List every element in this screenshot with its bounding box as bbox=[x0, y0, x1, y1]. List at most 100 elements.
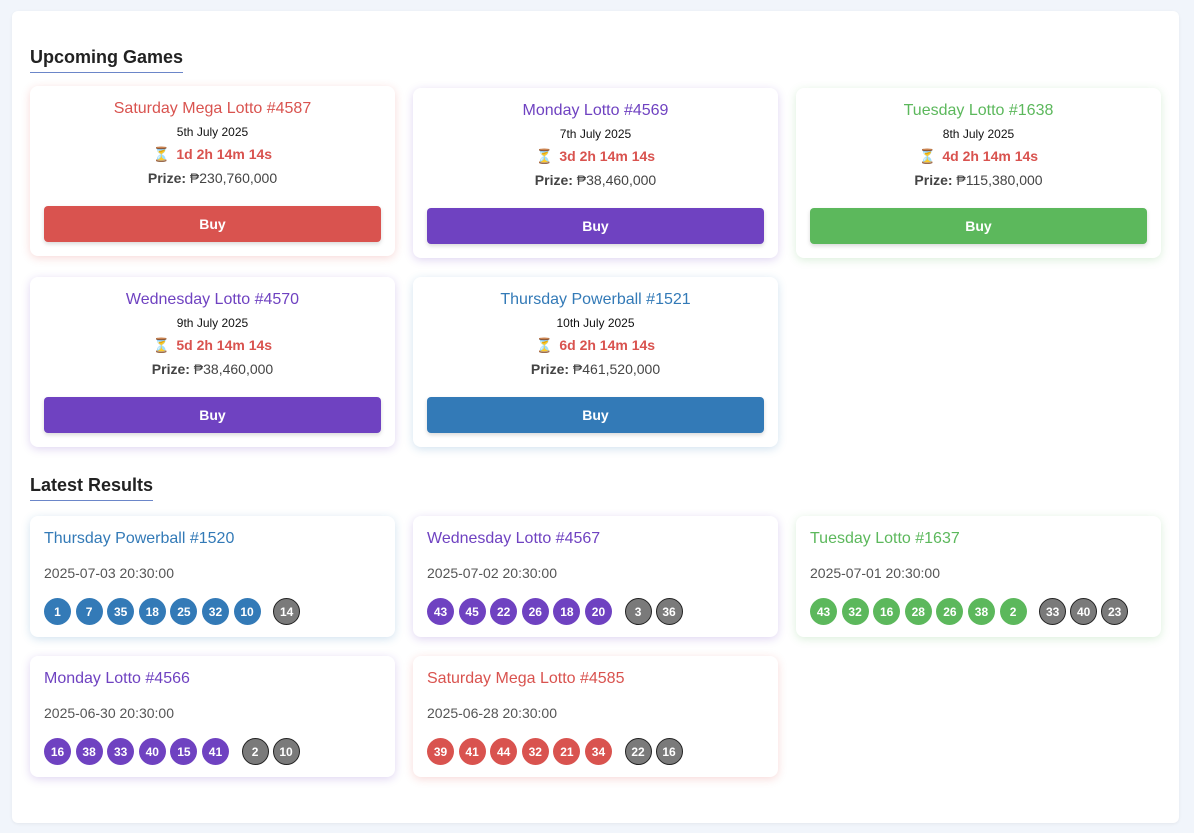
draw-date: 9th July 2025 bbox=[176, 316, 249, 330]
countdown-value: 6d 2h 14m 14s bbox=[559, 337, 656, 353]
winning-number-ball: 18 bbox=[138, 598, 166, 625]
main-panel: Upcoming Games Saturday Mega Lotto #4587… bbox=[12, 11, 1179, 823]
countdown: ⏳ 1d 2h 14m 14s bbox=[30, 145, 395, 163]
countdown: ⏳ 3d 2h 14m 14s bbox=[413, 147, 778, 165]
prize-label: Prize: bbox=[530, 361, 570, 377]
bonus-number-ball: 3 bbox=[624, 598, 652, 625]
prize: Prize: ₱461,520,000 bbox=[413, 360, 778, 378]
winning-number-ball: 44 bbox=[490, 738, 518, 765]
hourglass-icon: ⏳ bbox=[152, 337, 171, 353]
winning-number-ball: 20 bbox=[584, 598, 612, 625]
winning-number-ball: 41 bbox=[201, 738, 229, 765]
game-name: Saturday Mega Lotto #4587 bbox=[113, 100, 312, 117]
result-game-name: Saturday Mega Lotto #4585 bbox=[427, 670, 625, 687]
countdown: ⏳ 4d 2h 14m 14s bbox=[796, 147, 1161, 165]
winning-number-ball: 21 bbox=[553, 738, 581, 765]
prize: Prize: ₱115,380,000 bbox=[796, 171, 1161, 189]
draw-time: 2025-06-28 20:30:00 bbox=[427, 705, 557, 721]
countdown-value: 1d 2h 14m 14s bbox=[176, 146, 273, 162]
result-game-name: Tuesday Lotto #1637 bbox=[810, 530, 960, 547]
result-card: Tuesday Lotto #1637 2025-07-01 20:30:00 … bbox=[796, 516, 1161, 637]
draw-date: 8th July 2025 bbox=[942, 127, 1015, 141]
winning-number-ball: 1 bbox=[44, 598, 71, 625]
prize-label: Prize: bbox=[147, 170, 187, 186]
bonus-number-ball: 2 bbox=[241, 738, 269, 765]
prize: Prize: ₱38,460,000 bbox=[413, 171, 778, 189]
result-game-name: Wednesday Lotto #4567 bbox=[427, 530, 601, 547]
winning-number-ball: 35 bbox=[107, 598, 135, 625]
draw-date: 10th July 2025 bbox=[556, 316, 635, 330]
draw-time: 2025-07-01 20:30:00 bbox=[810, 565, 940, 581]
winning-number-ball: 25 bbox=[170, 598, 198, 625]
bonus-number-ball: 33 bbox=[1039, 598, 1067, 625]
bonus-number-ball: 22 bbox=[624, 738, 652, 765]
draw-time: 2025-07-02 20:30:00 bbox=[427, 565, 557, 581]
bonus-number-ball: 40 bbox=[1070, 598, 1098, 625]
prize-amount: ₱38,460,000 bbox=[193, 361, 274, 377]
result-game-name: Thursday Powerball #1520 bbox=[44, 530, 235, 547]
prize-amount: ₱38,460,000 bbox=[576, 172, 657, 188]
result-game-name: Monday Lotto #4566 bbox=[44, 670, 190, 687]
game-card: Tuesday Lotto #1638 8th July 2025 ⏳ 4d 2h… bbox=[796, 88, 1161, 258]
winning-balls: 43 45 22 26 18 20 3 36 bbox=[427, 598, 687, 625]
game-card: Saturday Mega Lotto #4587 5th July 2025 … bbox=[30, 86, 395, 256]
winning-number-ball: 40 bbox=[138, 738, 166, 765]
bonus-number-ball: 36 bbox=[655, 598, 683, 625]
winning-number-ball: 32 bbox=[201, 598, 229, 625]
prize-amount: ₱461,520,000 bbox=[572, 361, 661, 377]
game-name: Wednesday Lotto #4570 bbox=[125, 291, 300, 308]
bonus-number-ball: 23 bbox=[1101, 598, 1129, 625]
result-card: Wednesday Lotto #4567 2025-07-02 20:30:0… bbox=[413, 516, 778, 637]
winning-number-ball: 38 bbox=[967, 598, 995, 625]
game-card: Thursday Powerball #1521 10th July 2025 … bbox=[413, 277, 778, 447]
winning-number-ball: 26 bbox=[521, 598, 549, 625]
game-name: Tuesday Lotto #1638 bbox=[903, 102, 1054, 119]
result-card: Thursday Powerball #1520 2025-07-03 20:3… bbox=[30, 516, 395, 637]
buy-button[interactable]: Buy bbox=[44, 206, 381, 242]
prize: Prize: ₱230,760,000 bbox=[30, 169, 395, 187]
winning-number-ball: 16 bbox=[873, 598, 901, 625]
buy-button[interactable]: Buy bbox=[810, 208, 1147, 244]
winning-number-ball: 38 bbox=[75, 738, 103, 765]
hourglass-icon: ⏳ bbox=[535, 148, 554, 164]
prize-label: Prize: bbox=[151, 361, 190, 377]
winning-number-ball: 2 bbox=[999, 598, 1027, 625]
upcoming-games-heading: Upcoming Games bbox=[30, 47, 184, 73]
buy-button[interactable]: Buy bbox=[427, 208, 764, 244]
draw-time: 2025-06-30 20:30:00 bbox=[44, 705, 174, 721]
winning-number-ball: 43 bbox=[810, 598, 837, 625]
game-name: Thursday Powerball #1521 bbox=[500, 291, 691, 308]
winning-number-ball: 16 bbox=[44, 738, 71, 765]
winning-balls: 39 41 44 32 21 34 22 16 bbox=[427, 738, 687, 765]
buy-button[interactable]: Buy bbox=[44, 397, 381, 433]
hourglass-icon: ⏳ bbox=[535, 337, 554, 353]
prize: Prize: ₱38,460,000 bbox=[30, 360, 395, 378]
winning-number-ball: 18 bbox=[553, 598, 581, 625]
winning-number-ball: 22 bbox=[490, 598, 518, 625]
winning-number-ball: 33 bbox=[107, 738, 135, 765]
winning-number-ball: 34 bbox=[584, 738, 612, 765]
prize-amount: ₱115,380,000 bbox=[956, 172, 1043, 188]
draw-date: 7th July 2025 bbox=[559, 127, 632, 141]
countdown-value: 5d 2h 14m 14s bbox=[176, 337, 273, 353]
hourglass-icon: ⏳ bbox=[152, 146, 171, 162]
draw-time: 2025-07-03 20:30:00 bbox=[44, 565, 174, 581]
draw-date: 5th July 2025 bbox=[176, 125, 249, 139]
game-card: Monday Lotto #4569 7th July 2025 ⏳ 3d 2h … bbox=[413, 88, 778, 258]
countdown: ⏳ 6d 2h 14m 14s bbox=[413, 336, 778, 354]
prize-amount: ₱230,760,000 bbox=[189, 170, 278, 186]
game-name: Monday Lotto #4569 bbox=[522, 102, 669, 119]
winning-number-ball: 45 bbox=[458, 598, 486, 625]
countdown-value: 4d 2h 14m 14s bbox=[942, 148, 1039, 164]
hourglass-icon: ⏳ bbox=[918, 148, 937, 164]
winning-number-ball: 28 bbox=[904, 598, 932, 625]
countdown-value: 3d 2h 14m 14s bbox=[559, 148, 656, 164]
latest-results-heading: Latest Results bbox=[30, 475, 154, 501]
buy-button[interactable]: Buy bbox=[427, 397, 764, 433]
bonus-number-ball: 14 bbox=[273, 598, 301, 625]
prize-label: Prize: bbox=[534, 172, 573, 188]
bonus-number-ball: 16 bbox=[655, 738, 683, 765]
winning-number-ball: 7 bbox=[75, 598, 103, 625]
winning-number-ball: 39 bbox=[427, 738, 454, 765]
winning-number-ball: 41 bbox=[458, 738, 486, 765]
